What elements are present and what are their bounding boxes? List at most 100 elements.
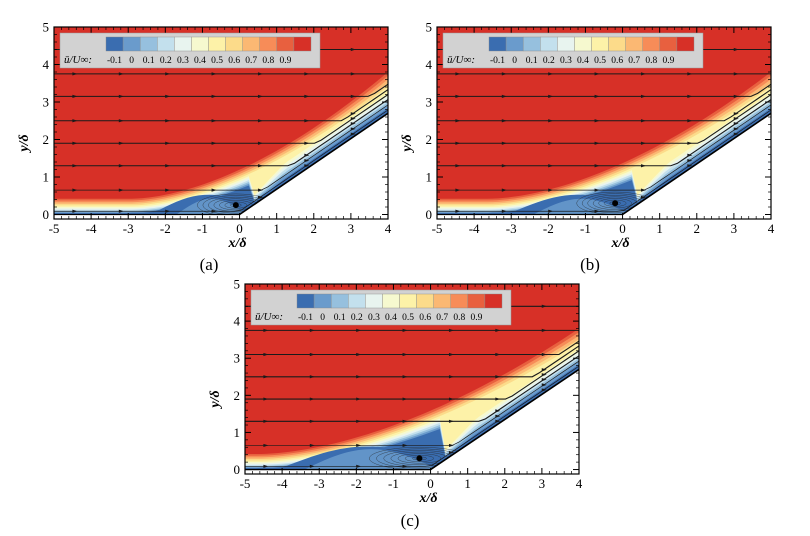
- colorbar-legend: ū/U∞: -0.1 0 0.1 0.2 0.3 0.4 0.5 0.6 0.7 0.8 0.9: [59, 32, 321, 69]
- colorbar-swatch: [296, 293, 315, 309]
- x-tick-label: 2: [311, 221, 318, 236]
- x-tick-label: 0: [427, 476, 434, 491]
- x-tick-label: 1: [464, 476, 471, 491]
- streamline-arrow: [687, 141, 693, 145]
- streamline-arrow: [165, 119, 171, 123]
- streamline-arrow: [455, 72, 461, 76]
- streamline-arrow: [687, 158, 693, 163]
- ramp-line: [239, 112, 388, 216]
- streamline-arrow: [263, 352, 269, 357]
- panel-c: -5 -4 -3 -2 -1 0 1 2 3 4 0 1 2 3 4 5 x/δ y/δ ū/U∞: -0.1 0 0.1…: [208, 277, 583, 531]
- plot-frame: [244, 283, 580, 475]
- streamline: [54, 104, 388, 191]
- colorbar-label: 0.4: [577, 56, 589, 66]
- streamline-arrow: [594, 188, 600, 192]
- x-tick-label: 1: [656, 221, 663, 236]
- contour-field: [245, 284, 579, 474]
- streamline-arrow: [687, 72, 693, 76]
- streamline-arrow: [356, 328, 362, 332]
- y-tick-label: 4: [43, 57, 50, 72]
- streamline-arrow: [402, 464, 408, 468]
- streamline-arrow: [350, 47, 356, 52]
- streamline-arrow: [640, 188, 646, 192]
- y-tick-label: 3: [234, 351, 241, 366]
- colorbar-label: 0.1: [526, 56, 538, 66]
- streamline-arrow: [495, 328, 501, 332]
- streamline-arrow: [594, 94, 600, 98]
- streamline-arrow: [640, 164, 646, 168]
- streamline-arrow: [72, 188, 78, 192]
- x-tick-label: -2: [543, 221, 554, 236]
- streamline: [245, 345, 579, 378]
- streamline-arrow: [541, 373, 547, 377]
- streamline-arrow: [495, 352, 501, 357]
- streamline-arrow: [211, 164, 217, 168]
- x-tick-label: 0: [236, 221, 243, 236]
- vortex-streamline: [598, 198, 632, 209]
- colorbar-title: ū/U∞:: [255, 311, 283, 323]
- streamline-arrow: [594, 72, 600, 76]
- streamline-arrow: [118, 72, 124, 76]
- y-tick-label: 4: [426, 57, 433, 72]
- streamline-arrow: [304, 119, 310, 123]
- streamline-arrow: [687, 153, 693, 157]
- recirculation-bubble: [304, 449, 438, 470]
- streamline-arrow: [402, 443, 408, 448]
- colorbar-label: 0.4: [385, 313, 397, 323]
- colorbar-label: 0.3: [368, 313, 380, 323]
- streamline-arrow: [501, 72, 507, 76]
- colorbar-swatch: [259, 36, 278, 52]
- x-axis-label: x/δ: [419, 491, 438, 506]
- vortex-center: [612, 200, 619, 207]
- x-tick-label: -5: [240, 476, 251, 491]
- streamline-arrow: [541, 328, 547, 332]
- colorbar-label: 0.3: [560, 56, 572, 66]
- vortex-streamline: [224, 201, 248, 209]
- streamline-arrow: [350, 121, 356, 126]
- streamline-arrow: [257, 195, 263, 199]
- streamline-arrow: [350, 94, 356, 98]
- streamline-arrow: [548, 72, 554, 76]
- plot-frame: [436, 26, 772, 220]
- streamline-arrow: [548, 164, 554, 168]
- colorbar-swatch: [330, 293, 349, 309]
- streamline-arrow: [72, 119, 78, 123]
- streamline-arrow: [165, 209, 171, 213]
- colorbar-swatch: [433, 293, 451, 309]
- streamline-arrow: [640, 94, 646, 98]
- streamline-arrow: [733, 47, 739, 52]
- colorbar-label: 0.2: [543, 56, 555, 66]
- y-tick-label: 2: [426, 132, 433, 147]
- y-axis-label: y/δ: [208, 390, 223, 409]
- streamline-arrow: [356, 464, 362, 468]
- y-axis-label: y/δ: [400, 134, 415, 153]
- vortex-center: [416, 455, 423, 462]
- streamline: [437, 109, 771, 212]
- x-tick-label: 3: [348, 221, 355, 236]
- streamline: [54, 109, 388, 212]
- colorbar-swatch: [399, 293, 417, 309]
- streamline-arrow: [118, 164, 124, 168]
- colorbar-swatch: [416, 293, 434, 309]
- colorbar-swatch: [608, 36, 626, 52]
- streamline-arrow: [733, 72, 739, 76]
- streamline-arrow: [350, 127, 356, 131]
- streamline-arrow: [501, 164, 507, 168]
- colorbar-swatch: [365, 293, 383, 309]
- streamline-arrow: [263, 464, 269, 468]
- floor-body: [54, 214, 388, 219]
- streamline-arrow: [350, 72, 356, 76]
- colorbar-label: 0.1: [143, 56, 155, 66]
- x-tick-label: -2: [160, 221, 171, 236]
- panel-caption: (a): [200, 255, 219, 274]
- colorbar-swatch: [659, 36, 678, 52]
- x-tick-label: 4: [768, 221, 775, 236]
- streamline-arrow: [495, 414, 501, 418]
- streamline-arrow: [309, 352, 315, 357]
- colorbar-swatch: [540, 36, 558, 52]
- streamline-arrow: [541, 304, 547, 308]
- streamline-arrow: [640, 119, 646, 123]
- x-tick-label: 0: [619, 221, 626, 236]
- streamline: [437, 83, 771, 97]
- streamline-arrow: [501, 141, 507, 145]
